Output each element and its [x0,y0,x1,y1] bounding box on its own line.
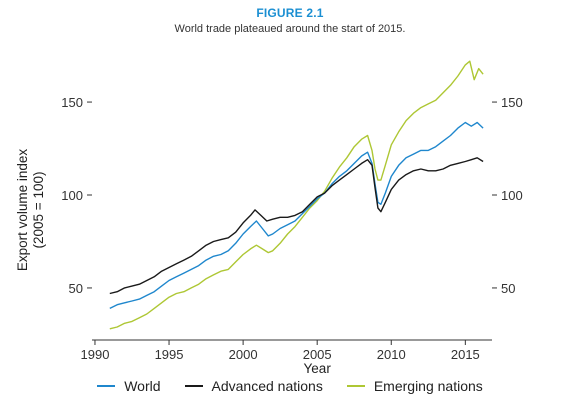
y-axis-title-line-2: (2005 = 100) [31,172,46,249]
x-tick-label: 2015 [451,347,480,362]
x-tick-label: 1990 [81,347,110,362]
y-tick-label-right: 50 [501,281,515,296]
series-line-emerging-nations [109,60,484,330]
legend-label: Advanced nations [211,378,323,394]
x-tick-label: 1995 [155,347,184,362]
legend-item-advanced-nations: Advanced nations [184,378,323,394]
legend-swatch [346,385,365,387]
legend-item-emerging-nations: Emerging nations [346,378,483,394]
y-tick-label-left: 100 [61,188,83,203]
legend-label: World [124,378,161,394]
chart-legend: World Advanced nations Emerging nations [0,378,580,394]
x-tick-label: 2010 [377,347,406,362]
series-line-world [109,121,484,310]
y-tick-label-right: 150 [501,95,523,110]
legend-swatch [184,385,203,387]
legend-label: Emerging nations [373,378,483,394]
figure-label: FIGURE 2.1 [256,6,324,20]
series-line-advanced-nations [109,157,484,295]
y-tick-label-left: 50 [69,281,83,296]
y-tick-label-left: 150 [61,95,83,110]
y-axis-title-line-1: Export volume index [15,149,30,272]
legend-swatch [97,385,116,387]
legend-item-world: World [97,378,161,394]
x-tick-label: 2005 [303,347,332,362]
x-axis-title: Year [304,361,332,376]
chart-subtitle: World trade plateaued around the start o… [174,23,406,35]
y-tick-label-right: 100 [501,188,523,203]
x-tick-label: 2000 [229,347,258,362]
